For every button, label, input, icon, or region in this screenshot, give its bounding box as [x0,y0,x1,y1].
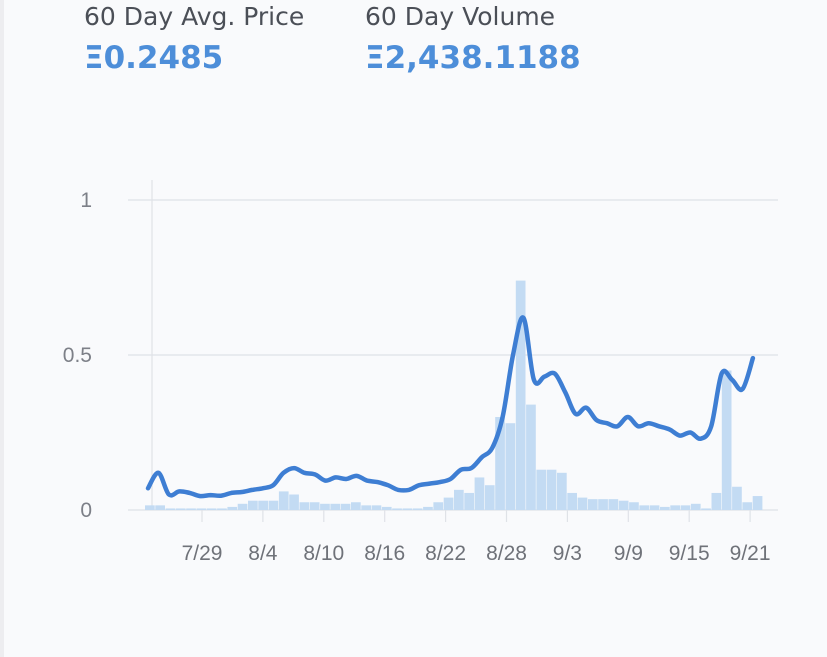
avg-price-label: 60 Day Avg. Price [84,2,305,31]
x-tick-label: 7/29 [182,542,223,565]
volume-bar [557,472,567,510]
volume-bar [289,494,299,510]
volume-bar [660,506,670,510]
volume-bar [515,280,526,510]
volume-bar [484,485,495,510]
avg-price-stat: 60 Day Avg. Price Ξ0.2485 [84,0,304,80]
volume-bar [320,503,330,510]
volume-bar [649,505,660,510]
volume-bar [752,496,763,510]
volume-bar [227,506,238,510]
volume-bar [186,508,196,510]
volume-bar [381,506,392,510]
volume-bar [217,508,227,510]
x-tick-label: 9/9 [614,542,643,565]
volume-bar [608,499,619,510]
volume-bar [248,500,258,510]
volume-bar [670,505,680,510]
y-tick-label: 1 [80,189,92,212]
x-tick-label: 8/22 [425,542,466,565]
volume-bar [690,503,701,510]
volume-bar [299,502,310,510]
volume-bar [443,497,454,510]
volume-bar [258,500,268,510]
volume-bar [433,502,444,510]
volume-bar [536,469,547,510]
volume-bar [361,505,371,510]
y-tick-label: 0 [80,499,92,522]
volume-bar [145,505,155,510]
volume-stat: 60 Day Volume Ξ2,438.1188 [365,0,581,80]
volume-bar [474,477,485,510]
x-tick-label: 8/10 [303,542,344,565]
volume-bar [711,492,722,510]
volume-bar [495,417,505,510]
volume-bar [454,489,464,510]
volume-bar [546,469,557,510]
volume-bar [732,486,742,510]
volume-bar [351,502,361,510]
volume-bar [278,491,289,510]
avg-price-line [145,315,756,499]
volume-bar [196,508,207,510]
volume-bar [598,499,608,510]
volume-bar [165,508,176,510]
volume-bar [423,506,433,510]
volume-label: 60 Day Volume [365,2,556,31]
volume-bar [567,492,577,510]
x-tick-label: 8/28 [486,542,527,565]
x-tick-label: 8/16 [364,542,405,565]
volume-bar [237,503,248,510]
volume-bar [721,370,732,510]
volume-bar [371,505,382,510]
volume-bar [402,508,413,510]
volume-bar [526,404,536,510]
volume-bar [392,508,402,510]
avg-price-value: Ξ0.2485 [84,40,224,76]
volume-bar [155,505,165,510]
x-tick-label: 8/4 [248,542,278,565]
volume-bar [701,508,711,510]
volume-bar [412,508,423,510]
x-tick-label: 9/15 [669,542,710,565]
volume-bar [340,503,351,510]
x-tick-label: 9/3 [553,542,582,565]
volume-bar [639,505,650,510]
volume-bar [587,499,598,510]
volume-bar [629,502,639,510]
volume-bar [464,492,474,510]
volume-bar [577,497,588,510]
volume-bar [505,423,516,510]
volume-bar [742,502,753,510]
x-tick-label: 9/21 [730,542,771,565]
volume-bar [618,500,629,510]
volume-bar [268,500,279,510]
volume-value: Ξ2,438.1188 [365,40,581,76]
volume-bar [330,503,341,510]
left-border [0,0,4,657]
volume-bar [680,505,691,510]
volume-bar [206,508,217,510]
volume-bar [309,502,320,510]
volume-bar [175,508,186,510]
y-tick-label: 0.5 [63,344,92,367]
